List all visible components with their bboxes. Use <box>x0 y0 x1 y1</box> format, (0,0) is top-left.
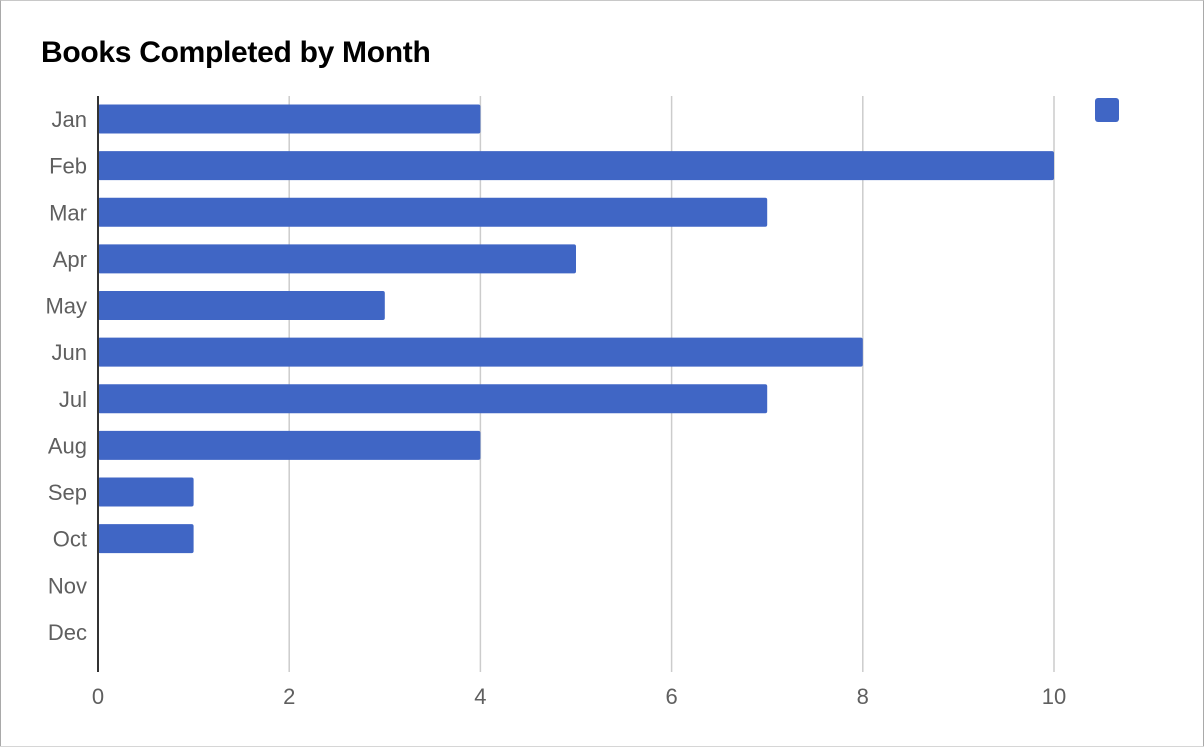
x-tick-labels: 0 2 4 6 8 10 <box>92 684 1066 709</box>
bar-apr[interactable] <box>98 244 576 274</box>
x-tick-label: 8 <box>857 684 869 709</box>
x-tick-label: 0 <box>92 684 104 709</box>
x-tick-label: 2 <box>283 684 295 709</box>
category-label: Sep <box>48 480 87 505</box>
category-label: Jul <box>59 387 87 412</box>
category-label: Oct <box>53 527 87 552</box>
bars <box>98 104 1054 554</box>
gridlines <box>288 96 1055 672</box>
category-label: Aug <box>48 433 87 458</box>
bar-aug[interactable] <box>98 430 481 460</box>
x-tick-label: 10 <box>1042 684 1066 709</box>
category-label: Jun <box>52 340 87 365</box>
bar-sep[interactable] <box>98 477 194 507</box>
bar-mar[interactable] <box>98 197 768 227</box>
category-label: Feb <box>49 154 87 179</box>
category-label: Jan <box>52 107 87 132</box>
bar-jul[interactable] <box>98 384 768 414</box>
bar-oct[interactable] <box>98 524 194 554</box>
chart-title: Books Completed by Month <box>41 36 431 69</box>
bar-jun[interactable] <box>98 337 863 367</box>
bar-jan[interactable] <box>98 104 481 134</box>
bottom-strip <box>0 746 1204 753</box>
category-label: Nov <box>48 573 87 598</box>
x-tick-label: 4 <box>474 684 486 709</box>
category-label: Dec <box>48 620 87 645</box>
x-tick-label: 6 <box>665 684 677 709</box>
category-label: Apr <box>53 247 87 272</box>
category-label: May <box>45 294 87 319</box>
category-label: Mar <box>49 200 87 225</box>
bar-may[interactable] <box>98 291 385 321</box>
category-labels: Jan Feb Mar Apr May Jun Jul Aug Sep Oct Nov Dec <box>45 107 87 645</box>
legend-swatch[interactable] <box>1095 98 1119 122</box>
bar-feb[interactable] <box>98 151 1054 181</box>
